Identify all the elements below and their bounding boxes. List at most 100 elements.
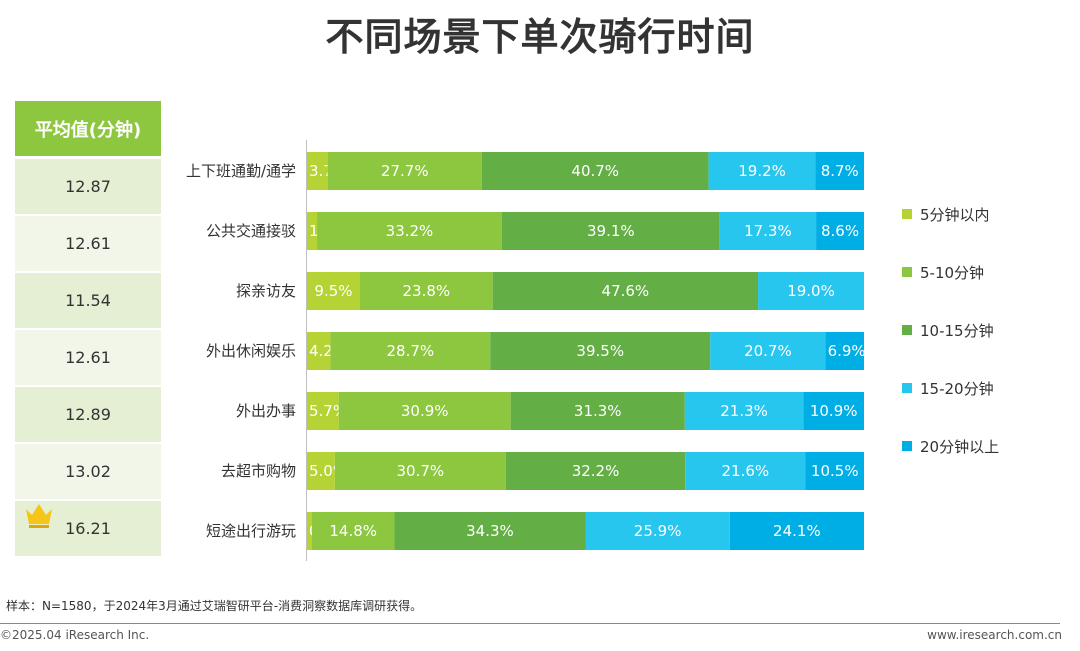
- bar-value-label: 32.2%: [572, 462, 620, 480]
- bar-segment: [481, 152, 709, 190]
- legend-swatch: [902, 441, 912, 451]
- category-label: 外出办事: [235, 402, 296, 420]
- bar-segment: [334, 452, 506, 490]
- bar-value-label: 4.2%: [309, 342, 347, 360]
- bar-segment: [317, 212, 502, 250]
- bar-value-label: 6.9%: [828, 342, 866, 360]
- bar-segment: [490, 332, 711, 370]
- legend-item: 10-15分钟: [902, 320, 994, 340]
- bar-segment: [729, 512, 864, 550]
- legend-label: 15-20分钟: [920, 379, 994, 398]
- bar-value-label: 20.7%: [744, 342, 792, 360]
- legend-label: 10-15分钟: [920, 321, 994, 340]
- bar-segment: [825, 332, 864, 370]
- bar-segment: [492, 272, 759, 310]
- legend-swatch: [902, 383, 912, 393]
- bar-value-label: 39.1%: [587, 222, 635, 240]
- bar-segment: [307, 452, 335, 490]
- bar-segment: [307, 272, 360, 310]
- category-label: 公共交通接驳: [205, 222, 296, 240]
- bar-value-label: 28.7%: [386, 342, 434, 360]
- legend-item: 20分钟以上: [902, 436, 999, 456]
- average-value: 11.54: [15, 273, 161, 328]
- legend-label: 5分钟以内: [920, 205, 990, 224]
- bar-segment: [510, 392, 685, 430]
- legend-item: 5-10分钟: [902, 262, 984, 282]
- bar-segment: [805, 452, 864, 490]
- category-label: 上下班通勤/通学: [185, 162, 296, 180]
- bar-value-label: 31.3%: [574, 402, 622, 420]
- bar-value-label: 10.9%: [810, 402, 858, 420]
- bar-segment: [307, 512, 313, 550]
- bar-segment: [312, 512, 395, 550]
- legend-swatch: [902, 209, 912, 219]
- bar-value-label: 47.6%: [602, 282, 650, 300]
- legend-swatch: [902, 267, 912, 277]
- bar-segment: [307, 152, 328, 190]
- bar-value-label: 14.8%: [329, 522, 377, 540]
- bar-value-label: 25.9%: [634, 522, 682, 540]
- bar-value-label: 40.7%: [571, 162, 619, 180]
- category-label: 探亲访友: [235, 282, 296, 300]
- sample-note: 样本：N=1580，于2024年3月通过艾瑞智研平台-消费洞察数据库调研获得。: [6, 599, 423, 613]
- bar-segment: [803, 392, 864, 430]
- category-label: 短途出行游玩: [205, 522, 296, 540]
- bar-value-label: 21.6%: [722, 462, 770, 480]
- bar-value-label: 23.8%: [402, 282, 450, 300]
- bar-segment: [816, 212, 864, 250]
- legend-label: 5-10分钟: [920, 263, 985, 282]
- bar-segment: [719, 212, 817, 250]
- bar-value-label: 19.2%: [738, 162, 786, 180]
- bar-value-label: 27.7%: [381, 162, 429, 180]
- bar-segment: [815, 152, 864, 190]
- average-value: 12.87: [15, 159, 161, 214]
- bar-segment: [307, 212, 318, 250]
- bar-value-label: 21.3%: [720, 402, 768, 420]
- bar-segment: [684, 392, 804, 430]
- bar-value-label: 19.0%: [787, 282, 835, 300]
- average-value: 12.89: [15, 387, 161, 442]
- bar-value-label: 30.7%: [397, 462, 445, 480]
- bar-segment: [307, 332, 331, 370]
- bar-segment: [307, 392, 339, 430]
- average-header: 平均值(分钟): [15, 101, 161, 156]
- bar-value-label: 3.7%: [309, 162, 347, 180]
- legend-label: 20分钟以上: [920, 437, 1000, 456]
- bar-value-label: 10.5%: [811, 462, 859, 480]
- copyright: ©2025.04 iResearch Inc.: [0, 628, 150, 642]
- bar-segment: [505, 452, 686, 490]
- bar-value-label: 8.7%: [821, 162, 859, 180]
- bar-segment: [330, 332, 491, 370]
- bar-value-label: 39.5%: [576, 342, 624, 360]
- bar-value-label: 8.6%: [821, 222, 859, 240]
- bar-value-label: 30.9%: [401, 402, 449, 420]
- average-value: 12.61: [15, 216, 161, 271]
- crown-icon: [26, 504, 52, 528]
- bar-value-label: 0.9%: [309, 522, 347, 540]
- bar-segment: [708, 152, 816, 190]
- bar-segment: [394, 512, 586, 550]
- category-axis-line: [306, 140, 307, 561]
- bar-value-label: 5.0%: [309, 462, 347, 480]
- bar-segment: [501, 212, 720, 250]
- legend-item: 5分钟以内: [902, 204, 990, 224]
- category-label: 去超市购物: [220, 462, 296, 480]
- legend-swatch: [902, 325, 912, 335]
- bar-segment: [585, 512, 730, 550]
- legend-item: 15-20分钟: [902, 378, 994, 398]
- bar-value-label: 33.2%: [386, 222, 434, 240]
- chart-title: 不同场景下单次骑行时间: [325, 15, 755, 59]
- bar-value-label: 1.8%: [309, 222, 347, 240]
- bar-value-label: 24.1%: [773, 522, 821, 540]
- category-label: 外出休闲娱乐: [205, 342, 296, 360]
- bar-segment: [327, 152, 482, 190]
- average-value: 13.02: [15, 444, 161, 499]
- bar-segment: [710, 332, 826, 370]
- website-link[interactable]: www.iresearch.com.cn: [927, 628, 1062, 642]
- bar-value-label: 17.3%: [744, 222, 792, 240]
- bar-segment: [685, 452, 806, 490]
- bar-segment: [758, 272, 864, 310]
- average-value: 12.61: [15, 330, 161, 385]
- bar-value-label: 34.3%: [466, 522, 514, 540]
- bar-value-label: 9.5%: [314, 282, 352, 300]
